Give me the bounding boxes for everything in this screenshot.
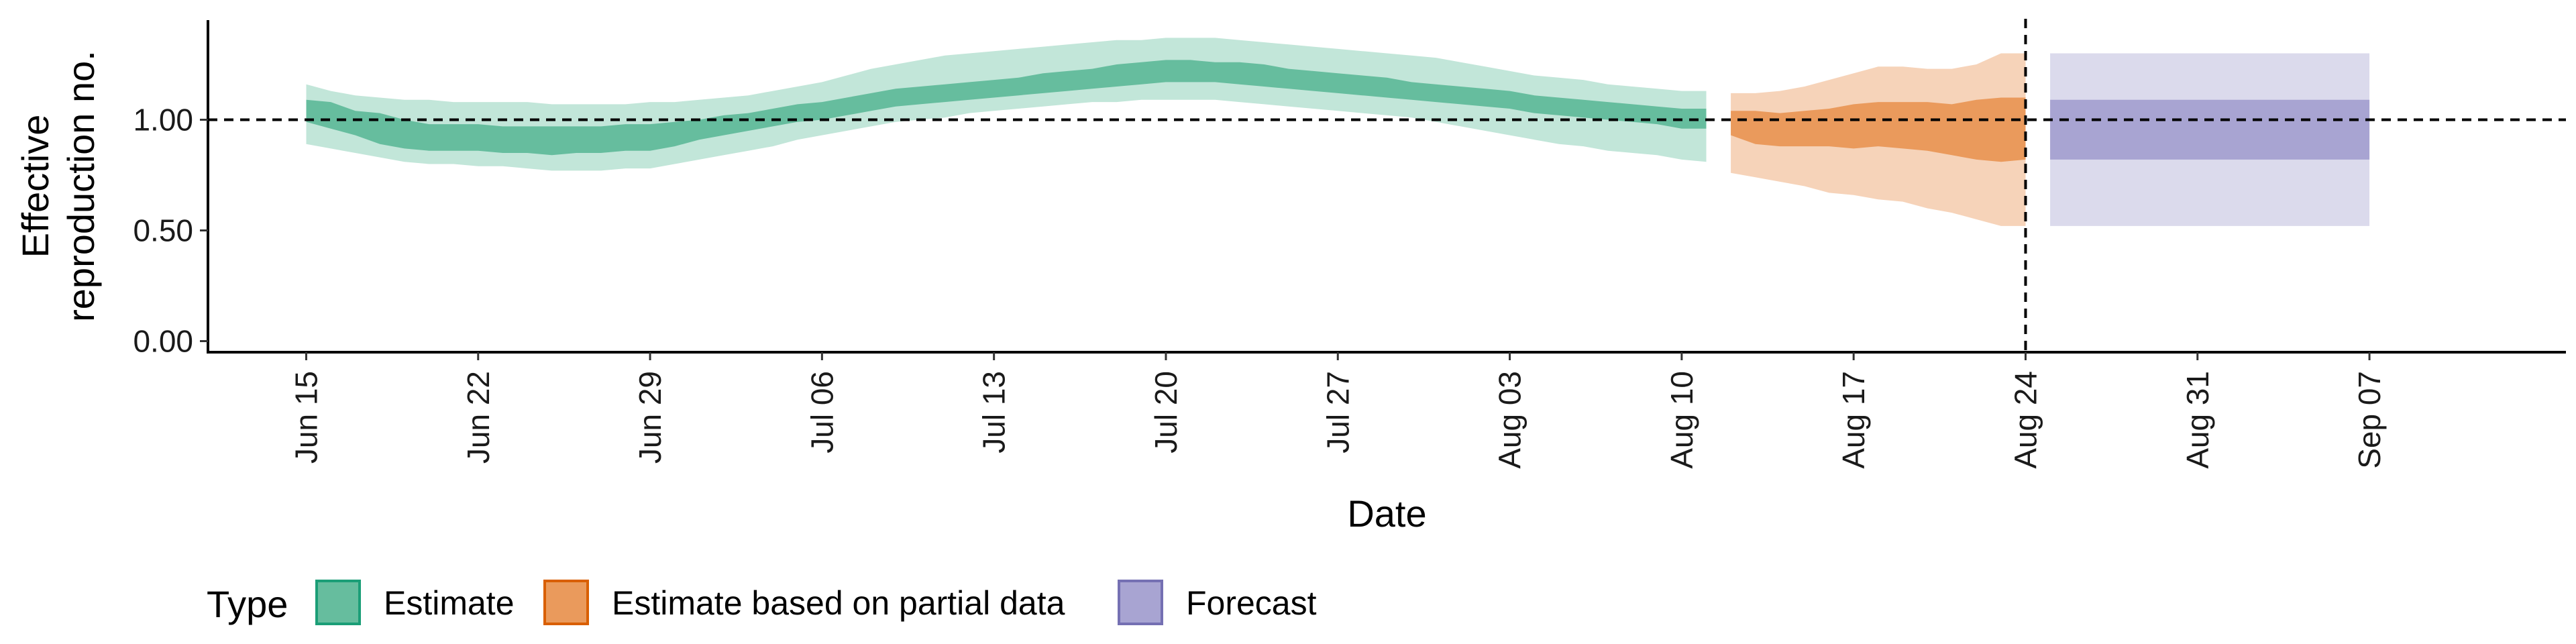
reference-lines: [208, 19, 2566, 352]
legend-key-estimate-based-on-partial-data: [543, 580, 589, 625]
y-axis-title-line: Effective: [14, 115, 56, 258]
legend: Type Estimate Estimate based on partial d…: [207, 580, 1317, 625]
x-tick-label: Jun 15: [288, 371, 323, 464]
x-tick-label: Aug 17: [1836, 371, 1871, 469]
y-tick-label: 1.00: [133, 103, 193, 138]
y-tick-label: 0.00: [133, 324, 193, 359]
forecast-band-50: [2050, 99, 2370, 160]
y-axis-title-line: reproduction no.: [60, 50, 102, 322]
y-tick-label: 0.50: [133, 213, 193, 248]
x-tick-label: Jul 27: [1320, 371, 1355, 453]
y-axis-title: Effective reproduction no.: [14, 50, 102, 322]
x-tick-label: Aug 10: [1664, 371, 1699, 469]
x-tick-label: Jun 29: [633, 371, 667, 464]
x-tick-label: Aug 03: [1493, 371, 1527, 469]
estimate-band-50: [306, 60, 1707, 156]
x-tick-label: Jul 13: [977, 371, 1012, 453]
x-ticks: Jun 15 Jun 22 Jun 29 Jul 06 Jul 13 Jul 20 Jul …: [288, 352, 2387, 469]
estimate-based-on-partial-data-band-50: [1731, 97, 2026, 162]
axes: [207, 20, 2566, 354]
x-tick-label: Jul 06: [804, 371, 839, 453]
legend-key-forecast: [1118, 580, 1163, 625]
legend-label-forecast: Forecast: [1186, 584, 1317, 622]
legend-title: Type: [207, 583, 288, 625]
x-axis-title: Date: [1347, 492, 1426, 535]
legend-label-estimate-based-on-partial-data: Estimate based on partial data: [612, 584, 1065, 622]
bands: [306, 38, 2370, 226]
x-tick-label: Jun 22: [461, 371, 496, 464]
x-tick-label: Jul 20: [1148, 371, 1183, 453]
y-ticks: 0.00 0.50 1.00: [133, 103, 208, 359]
x-tick-label: Aug 31: [2180, 371, 2215, 469]
x-tick-label: Aug 24: [2008, 371, 2043, 469]
legend-key-estimate: [315, 580, 361, 625]
legend-label-estimate: Estimate: [384, 584, 515, 622]
x-tick-label: Sep 07: [2352, 371, 2387, 469]
